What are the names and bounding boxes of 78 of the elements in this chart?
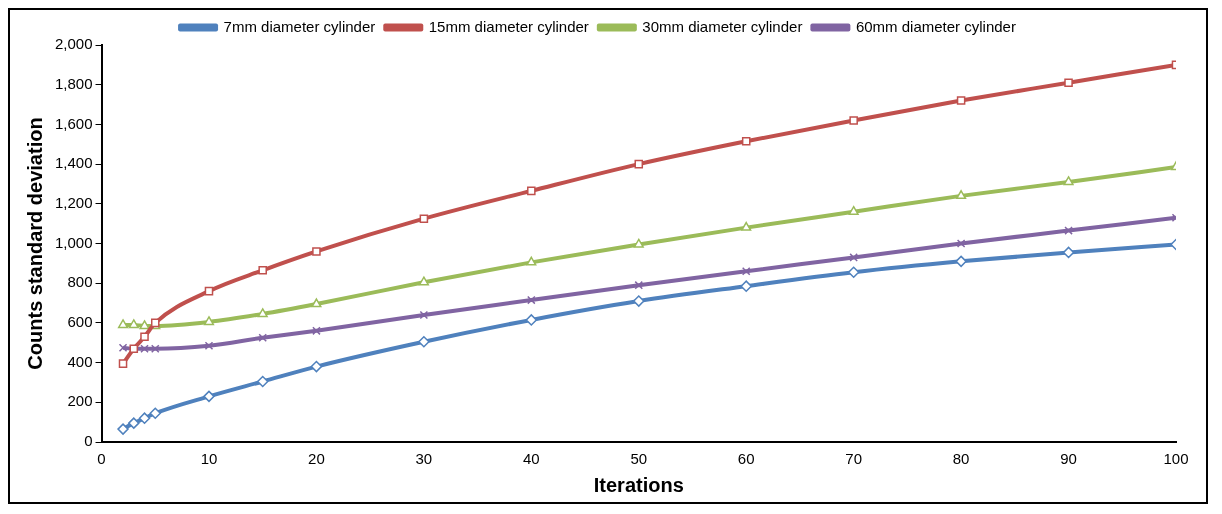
point xyxy=(257,308,268,318)
x-tick-label: 0 xyxy=(97,450,106,468)
point xyxy=(140,344,149,353)
x-tick-label: 30 xyxy=(415,450,433,468)
point xyxy=(118,359,128,368)
point xyxy=(128,417,140,429)
point xyxy=(117,423,129,435)
point xyxy=(140,332,149,342)
y-tick-label: 1,800 xyxy=(54,74,93,92)
point xyxy=(419,214,429,223)
point xyxy=(139,320,150,330)
x-tick-label: 10 xyxy=(200,450,218,468)
point xyxy=(117,319,129,329)
point xyxy=(848,205,859,215)
point xyxy=(1064,78,1073,87)
point xyxy=(955,255,967,268)
point xyxy=(128,319,139,329)
point xyxy=(956,96,966,105)
point xyxy=(633,295,645,307)
point xyxy=(956,190,967,200)
point xyxy=(256,375,269,388)
legend-label: 30mm diameter cylinder xyxy=(642,17,803,35)
y-tick-label: 200 xyxy=(67,392,93,410)
x-tick-label: 100 xyxy=(1163,450,1189,468)
point xyxy=(203,390,215,403)
point xyxy=(634,159,644,169)
point xyxy=(258,266,267,275)
point xyxy=(956,239,966,248)
point xyxy=(418,336,430,348)
point xyxy=(418,276,429,286)
point xyxy=(311,298,322,308)
point xyxy=(419,310,429,320)
x-tick-label: 70 xyxy=(845,450,862,468)
point xyxy=(310,360,323,373)
point xyxy=(741,221,752,231)
point xyxy=(527,295,536,305)
point xyxy=(527,186,536,196)
point xyxy=(1064,226,1073,235)
y-tick-label: 1,600 xyxy=(54,114,93,132)
point xyxy=(741,267,751,276)
point xyxy=(118,343,128,352)
point xyxy=(740,280,752,292)
point xyxy=(138,412,151,424)
x-tick-label: 20 xyxy=(308,450,325,468)
y-tick-label: 400 xyxy=(67,352,93,370)
legend-label: 7mm diameter cylinder xyxy=(223,17,376,35)
x-axis-title: Iterations xyxy=(593,473,684,496)
point xyxy=(741,136,751,146)
point xyxy=(634,280,644,290)
x-tick-label: 80 xyxy=(952,450,970,468)
point xyxy=(525,314,538,326)
x-tick-label: 50 xyxy=(630,450,648,468)
x-tick-label: 40 xyxy=(522,450,540,468)
point xyxy=(149,407,162,419)
point xyxy=(526,256,537,266)
point xyxy=(312,326,321,336)
point xyxy=(150,344,160,353)
legend-label: 60mm diameter cylinder xyxy=(855,17,1016,35)
y-tick-label: 0 xyxy=(84,432,93,450)
y-tick-label: 1,000 xyxy=(54,233,93,251)
point xyxy=(203,316,215,326)
point xyxy=(204,286,214,296)
point xyxy=(1063,176,1074,186)
point xyxy=(849,253,858,262)
y-tick-label: 600 xyxy=(67,313,93,331)
x-tick-label: 90 xyxy=(1060,450,1077,468)
y-tick-label: 800 xyxy=(67,273,93,291)
y-tick-label: 1,200 xyxy=(54,193,93,211)
legend-label: 15mm diameter cylinder xyxy=(428,17,589,35)
y-axis-title: Counts standard deviation xyxy=(23,117,46,370)
point xyxy=(633,238,644,248)
y-tick-label: 1,400 xyxy=(54,154,93,172)
point xyxy=(258,333,267,343)
y-tick-label: 2,000 xyxy=(54,35,93,53)
x-tick-label: 60 xyxy=(737,450,755,468)
point xyxy=(849,116,858,125)
point xyxy=(204,341,214,351)
point xyxy=(312,247,321,256)
